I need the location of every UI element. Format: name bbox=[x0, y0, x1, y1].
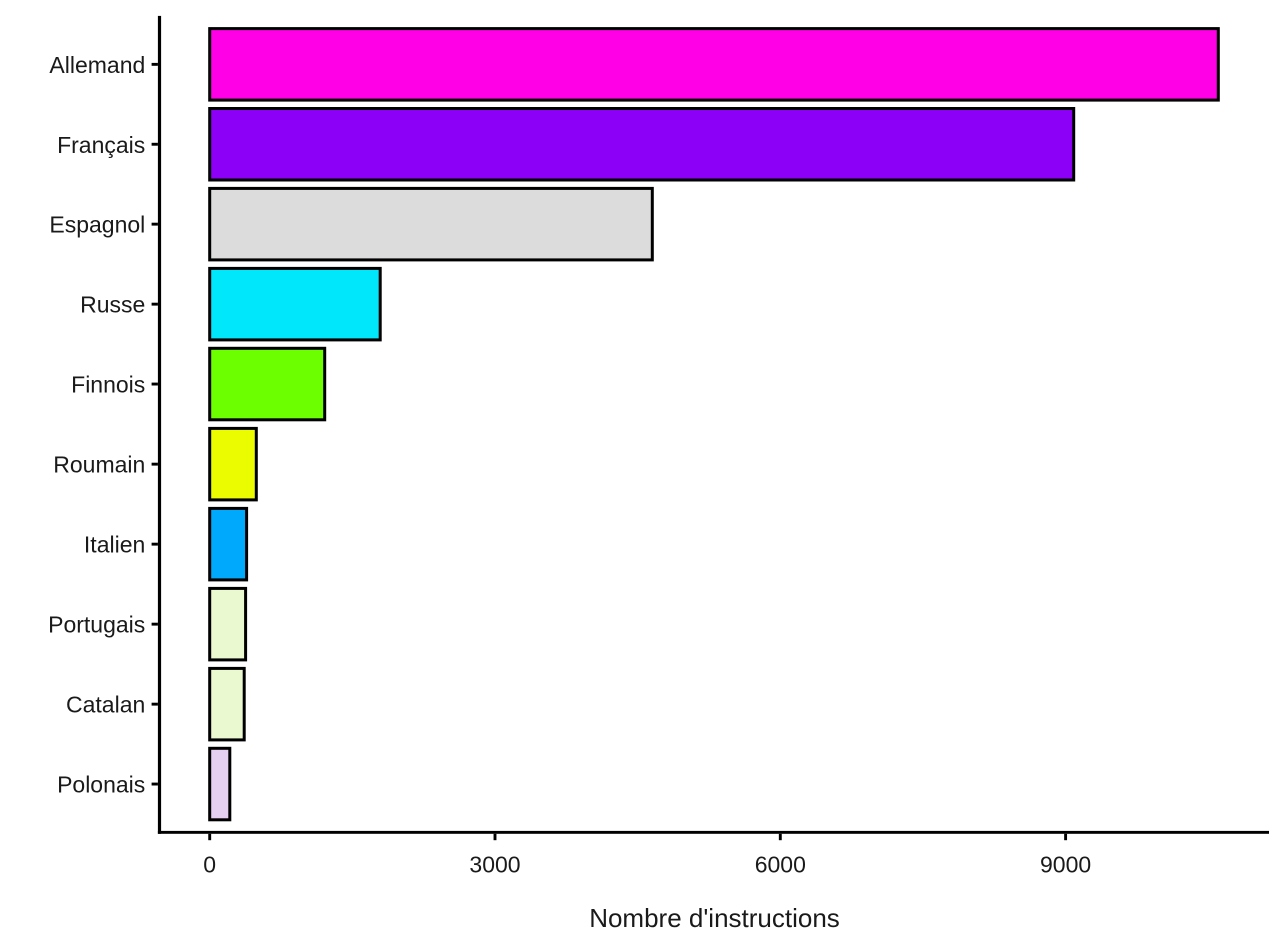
svg-text:Français: Français bbox=[57, 132, 145, 158]
svg-text:6000: 6000 bbox=[755, 852, 806, 878]
svg-text:Espagnol: Espagnol bbox=[49, 212, 145, 238]
svg-text:Italien: Italien bbox=[84, 532, 145, 558]
svg-text:9000: 9000 bbox=[1040, 852, 1091, 878]
svg-text:Portugais: Portugais bbox=[48, 612, 145, 638]
svg-text:Roumain: Roumain bbox=[53, 452, 145, 478]
svg-text:Polonais: Polonais bbox=[57, 772, 145, 798]
svg-text:Finnois: Finnois bbox=[71, 372, 145, 398]
svg-text:Allemand: Allemand bbox=[49, 52, 145, 78]
svg-text:Nombre d'instructions: Nombre d'instructions bbox=[589, 903, 840, 933]
svg-text:3000: 3000 bbox=[469, 852, 520, 878]
svg-text:Russe: Russe bbox=[80, 292, 145, 318]
svg-text:Catalan: Catalan bbox=[66, 692, 145, 718]
svg-text:0: 0 bbox=[203, 852, 216, 878]
